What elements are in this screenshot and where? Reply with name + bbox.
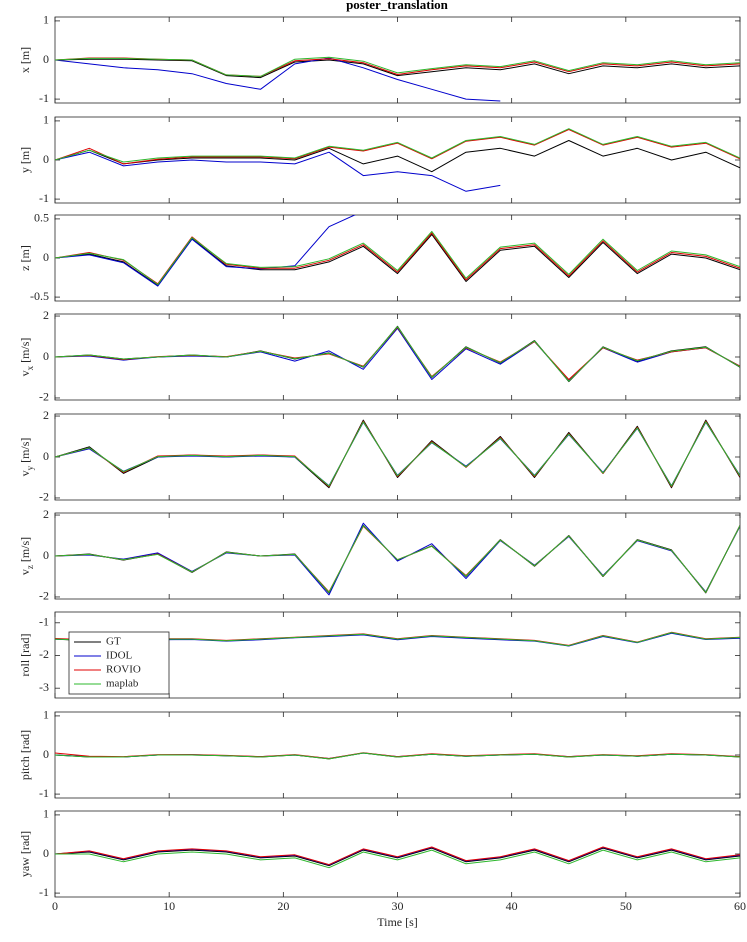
y-axis-label: y [m] <box>18 147 32 173</box>
y-tick-label: 0 <box>43 747 49 761</box>
y-axis-label: roll [rad] <box>18 634 32 677</box>
y-axis-label: vz [m/s] <box>18 537 35 575</box>
series-line <box>55 56 740 77</box>
y-tick-label: 2 <box>43 408 49 422</box>
y-axis-label-part: y <box>25 465 35 470</box>
y-tick-label: -2 <box>39 647 49 661</box>
y-tick-label: 0 <box>43 349 49 363</box>
axes-box <box>54 512 741 600</box>
y-axis-label: x [m] <box>18 47 32 73</box>
plot-area <box>55 128 740 192</box>
axes-box <box>54 214 741 302</box>
legend-label: IDOL <box>106 650 133 662</box>
y-tick-label: 0 <box>43 52 49 66</box>
y-tick-label: 1 <box>43 113 49 127</box>
chart-title: poster_translation <box>346 0 449 12</box>
series-line <box>55 847 740 867</box>
series-line <box>55 140 740 173</box>
series-line <box>55 849 740 869</box>
plot-area <box>55 56 740 102</box>
y-axis-label: vy [m/s] <box>18 438 35 477</box>
x-tick-label: 20 <box>277 899 289 913</box>
plot-area <box>55 846 740 869</box>
y-axis-label-part: v <box>18 370 32 376</box>
x-axis-label: Time [s] <box>377 915 418 929</box>
x-tick-label: 40 <box>506 899 518 913</box>
y-tick-label: 0 <box>43 449 49 463</box>
y-axis-label-part: z <box>25 565 35 569</box>
y-axis-label-part: [m/s] <box>18 438 32 466</box>
y-tick-label: 2 <box>43 308 49 322</box>
y-axis-label-part: v <box>18 470 32 476</box>
y-axis-label: z [m] <box>18 245 32 271</box>
plot-area <box>55 419 740 489</box>
x-tick-label: 10 <box>163 899 175 913</box>
y-tick-label: 0 <box>43 846 49 860</box>
series-line <box>55 230 740 286</box>
x-tick-label: 60 <box>734 899 746 913</box>
series-line <box>55 525 740 593</box>
series-line <box>55 58 740 79</box>
y-tick-label: -3 <box>39 680 49 694</box>
x-tick-label: 0 <box>52 899 58 913</box>
y-tick-label: 0 <box>43 152 49 166</box>
series-line <box>55 57 501 102</box>
y-axis-label: pitch [rad] <box>18 730 32 780</box>
y-tick-label: -2 <box>39 490 49 504</box>
series-line <box>55 846 740 866</box>
y-tick-label: -1 <box>39 885 49 899</box>
y-axis-label-part: [m/s] <box>18 537 32 565</box>
series-line <box>55 421 740 487</box>
plot-area <box>55 215 740 287</box>
y-tick-label: -1 <box>39 615 49 629</box>
y-tick-label: 0 <box>43 250 49 264</box>
series-line <box>55 128 740 163</box>
series-line <box>55 752 740 760</box>
y-axis-label-part: x <box>25 365 35 370</box>
y-axis-label-part: v <box>18 569 32 575</box>
y-tick-label: 1 <box>43 708 49 722</box>
y-tick-label: 0.5 <box>34 211 49 225</box>
plot-area <box>55 522 740 596</box>
series-line <box>55 151 501 192</box>
series-line <box>55 215 356 287</box>
legend-label: maplab <box>106 678 139 690</box>
y-tick-label: -1 <box>39 91 49 105</box>
plot-area <box>55 325 740 383</box>
y-tick-label: 1 <box>43 807 49 821</box>
y-tick-label: -2 <box>39 589 49 603</box>
legend-label: GT <box>106 636 121 648</box>
series-line <box>55 326 740 382</box>
y-tick-label: 1 <box>43 13 49 27</box>
y-tick-label: 2 <box>43 507 49 521</box>
series-line <box>55 129 740 165</box>
axes-box <box>54 116 741 204</box>
legend-label: ROVIO <box>106 664 141 676</box>
y-tick-label: -0.5 <box>30 289 49 303</box>
y-axis-label: vx [m/s] <box>18 338 35 377</box>
y-tick-label: -1 <box>39 786 49 800</box>
x-tick-label: 30 <box>392 899 404 913</box>
y-tick-label: 0 <box>43 548 49 562</box>
y-tick-label: -2 <box>39 390 49 404</box>
y-axis-label: yaw [rad] <box>18 831 32 877</box>
y-tick-label: -1 <box>39 191 49 205</box>
y-axis-label-part: [m/s] <box>18 338 32 366</box>
plot-area <box>55 752 740 760</box>
x-tick-label: 50 <box>620 899 632 913</box>
